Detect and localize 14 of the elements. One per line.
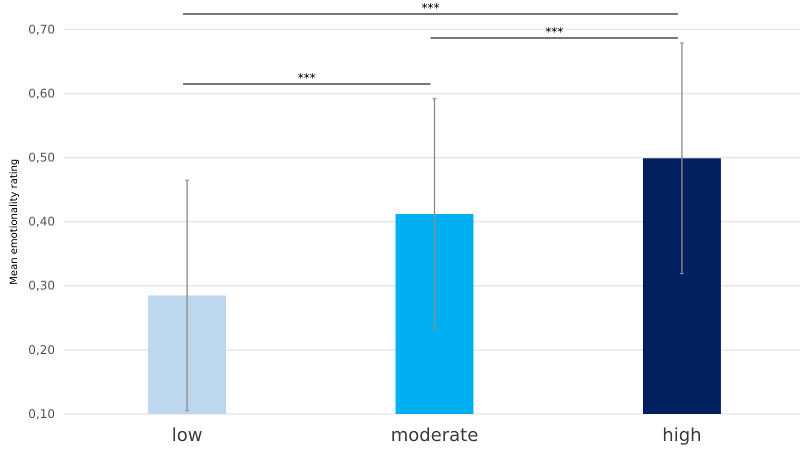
y-tick-label: 0,60 xyxy=(28,86,55,100)
y-tick-label: 0,70 xyxy=(28,22,55,36)
y-tick-label: 0,50 xyxy=(28,150,55,165)
annotation: *** xyxy=(298,71,316,85)
text: *** xyxy=(422,1,440,15)
x-tick-label: high xyxy=(662,424,702,446)
y-tick-label: 0,30 xyxy=(28,278,55,293)
x-tick-label: low xyxy=(172,424,202,446)
y-tick-label: 0,20 xyxy=(28,342,55,357)
annotation: *** xyxy=(545,25,564,39)
y-axis-title: Mean emotionality rating xyxy=(9,158,20,285)
y-tick-label: 0,10 xyxy=(28,406,55,421)
x-tick-label: moderate xyxy=(390,424,478,446)
y-tick-label: 0,40 xyxy=(28,214,55,229)
